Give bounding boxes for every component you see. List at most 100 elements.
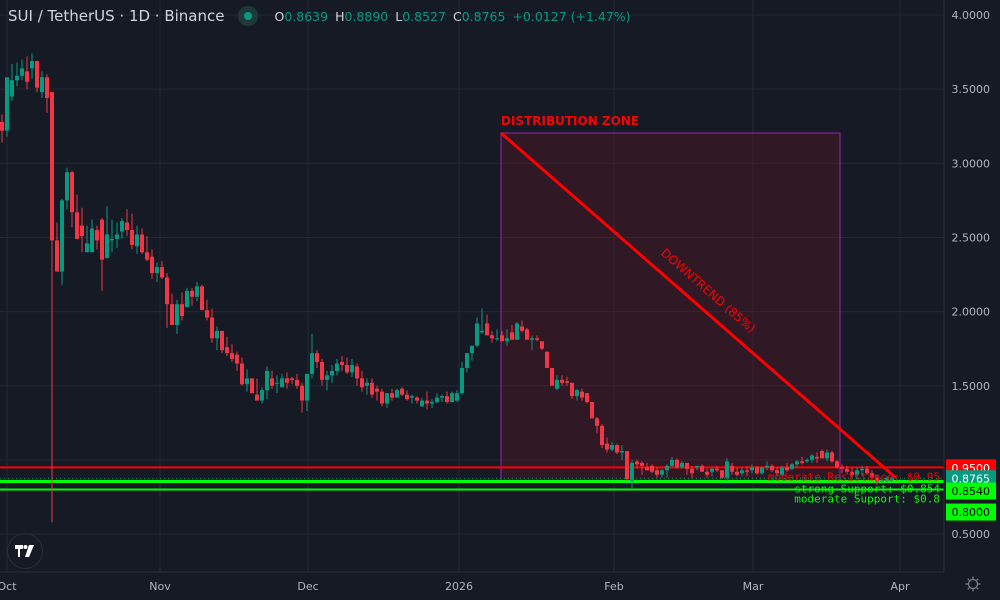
candle[interactable] — [810, 453, 814, 463]
candle[interactable] — [325, 370, 329, 391]
candle[interactable] — [110, 219, 114, 253]
candle[interactable] — [335, 359, 339, 376]
candle[interactable] — [55, 222, 59, 272]
candle[interactable] — [800, 456, 804, 465]
candle[interactable] — [280, 373, 284, 388]
candle[interactable] — [185, 287, 189, 308]
candle[interactable] — [260, 387, 264, 404]
candle[interactable] — [870, 470, 874, 481]
candle[interactable] — [30, 53, 34, 79]
candle[interactable] — [515, 321, 519, 340]
candle[interactable] — [155, 262, 159, 282]
candle[interactable] — [160, 261, 164, 279]
candle[interactable] — [750, 464, 754, 474]
candle[interactable] — [150, 249, 154, 279]
candle[interactable] — [370, 378, 374, 398]
market-status-indicator[interactable] — [238, 6, 259, 26]
candle[interactable] — [480, 308, 484, 334]
candle[interactable] — [360, 370, 364, 392]
candle[interactable] — [140, 228, 144, 254]
candle[interactable] — [585, 393, 589, 404]
candle[interactable] — [860, 465, 864, 477]
candle[interactable] — [545, 351, 549, 368]
candle[interactable] — [645, 462, 649, 471]
candle[interactable] — [640, 461, 644, 475]
candle[interactable] — [60, 198, 64, 285]
candle[interactable] — [650, 464, 654, 474]
candle[interactable] — [80, 207, 84, 253]
candle[interactable] — [90, 219, 94, 253]
candle[interactable] — [130, 213, 134, 250]
candle[interactable] — [135, 225, 139, 254]
candle[interactable] — [725, 458, 729, 481]
candle[interactable] — [375, 385, 379, 401]
candle[interactable] — [345, 357, 349, 374]
candle[interactable] — [405, 390, 409, 401]
candle[interactable] — [435, 393, 439, 404]
candle[interactable] — [715, 465, 719, 472]
candle[interactable] — [455, 390, 459, 403]
candle[interactable] — [690, 465, 694, 478]
candle[interactable] — [75, 194, 79, 239]
candle[interactable] — [605, 437, 609, 453]
candle[interactable] — [305, 373, 309, 411]
candle[interactable] — [570, 382, 574, 400]
candle[interactable] — [700, 464, 704, 472]
candle[interactable] — [520, 320, 524, 333]
candle[interactable] — [275, 375, 279, 394]
candle[interactable] — [420, 397, 424, 407]
candle[interactable] — [445, 391, 449, 404]
candle[interactable] — [415, 396, 419, 404]
candle[interactable] — [460, 362, 464, 395]
candle[interactable] — [845, 465, 849, 475]
candle[interactable] — [785, 462, 789, 472]
candle[interactable] — [470, 345, 474, 361]
candle[interactable] — [820, 449, 824, 459]
candle[interactable] — [670, 456, 674, 468]
candle[interactable] — [560, 375, 564, 386]
candle[interactable] — [270, 370, 274, 389]
candle[interactable] — [775, 467, 779, 477]
candle[interactable] — [755, 465, 759, 475]
candle[interactable] — [170, 293, 174, 325]
candle[interactable] — [100, 218, 104, 291]
candle[interactable] — [780, 465, 784, 477]
candle[interactable] — [340, 356, 344, 371]
candle[interactable] — [805, 458, 809, 463]
candle[interactable] — [210, 308, 214, 343]
candlestick-series[interactable] — [0, 53, 894, 523]
candle[interactable] — [20, 59, 24, 81]
candle[interactable] — [525, 327, 529, 340]
distribution-zone[interactable] — [500, 132, 841, 482]
candle[interactable] — [540, 341, 544, 351]
candle[interactable] — [95, 225, 99, 250]
candle[interactable] — [390, 388, 394, 401]
candle[interactable] — [625, 451, 629, 481]
price-axis[interactable]: 4.0000 3.5000 3.0000 2.5000 2.0000 1.5000 0.50… — [952, 9, 991, 541]
candle[interactable] — [265, 366, 269, 400]
candle[interactable] — [200, 284, 204, 311]
candle[interactable] — [165, 273, 169, 328]
candle[interactable] — [215, 326, 219, 351]
candle[interactable] — [465, 353, 469, 373]
candle[interactable] — [400, 387, 404, 397]
candle[interactable] — [180, 292, 184, 321]
candle[interactable] — [590, 402, 594, 419]
gear-icon[interactable] — [965, 576, 981, 592]
candle[interactable] — [875, 474, 879, 486]
candle[interactable] — [790, 462, 794, 471]
candle[interactable] — [555, 375, 559, 391]
candle[interactable] — [70, 170, 74, 228]
candle[interactable] — [175, 299, 179, 334]
candle[interactable] — [5, 77, 9, 137]
candle[interactable] — [655, 467, 659, 478]
candle[interactable] — [485, 314, 489, 336]
candle[interactable] — [575, 388, 579, 401]
candle[interactable] — [735, 467, 739, 477]
candle[interactable] — [850, 467, 854, 478]
candle[interactable] — [240, 357, 244, 386]
candle[interactable] — [815, 452, 819, 463]
candle[interactable] — [25, 56, 29, 90]
candle[interactable] — [50, 92, 54, 523]
